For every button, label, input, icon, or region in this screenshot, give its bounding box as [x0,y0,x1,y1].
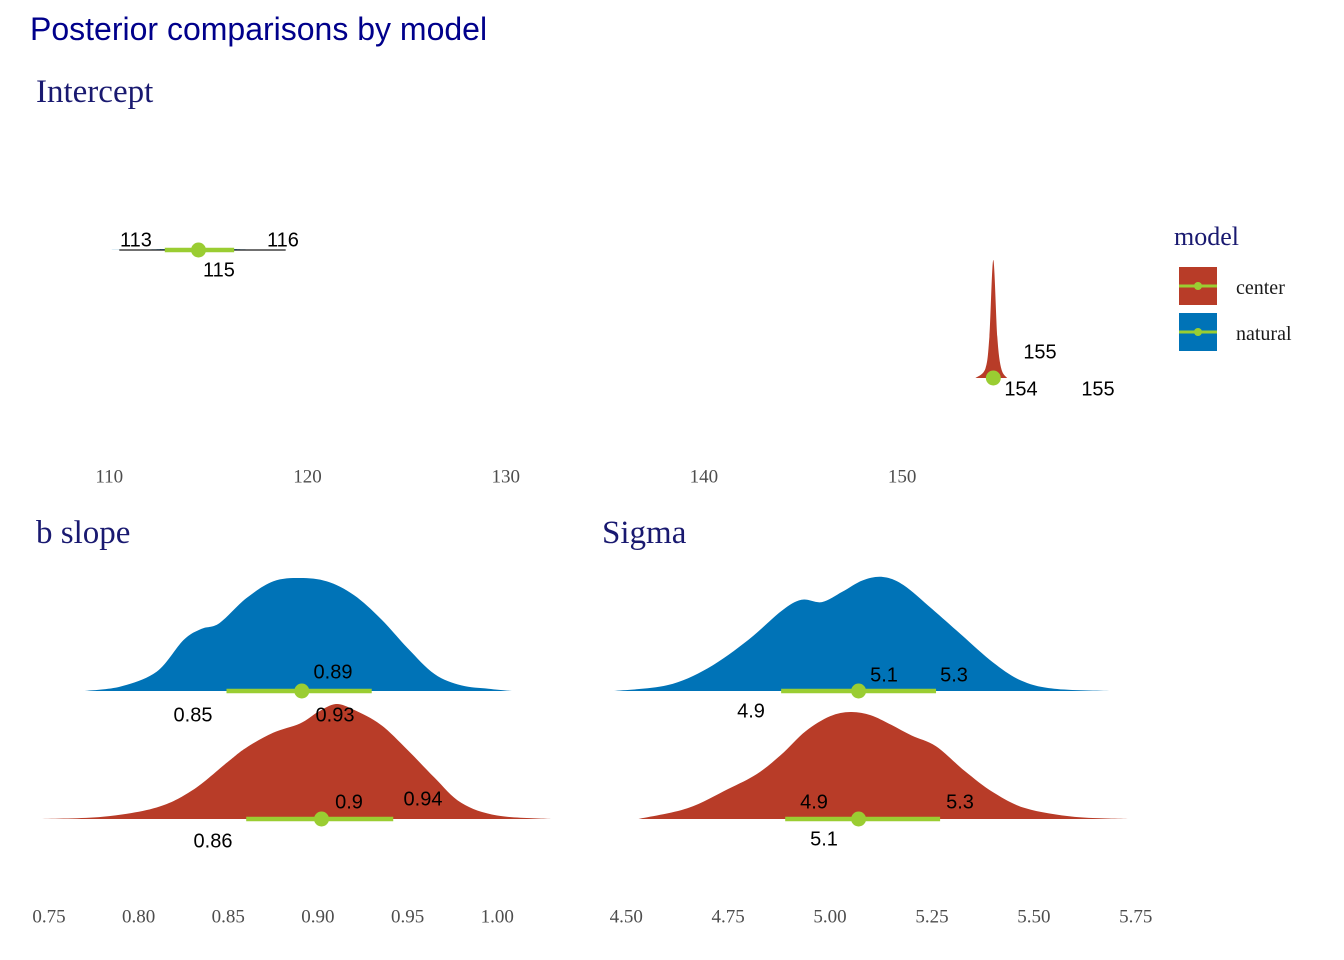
intercept-x-tick-label: 140 [690,466,719,487]
b-slope-density-natural [84,578,512,691]
b-slope-label-upper-center: 0.94 [404,788,443,810]
sigma-density-natural [614,576,1112,691]
b-slope-estimate-point-natural [294,683,310,699]
b-slope-label-lower-natural: 0.85 [174,704,213,726]
sigma-label-lower-center: 4.9 [800,791,828,813]
sigma-estimate-point-natural [851,683,867,699]
sigma-x-tick-label: 5.25 [915,906,948,927]
sigma-estimate-point-center [851,811,867,827]
sigma-x-tick-label: 4.75 [712,906,745,927]
main-title: Posterior comparisons by model [30,11,487,47]
intercept-label-estimate-natural: 115 [203,259,235,281]
sigma-label-upper-natural: 5.3 [940,664,968,686]
intercept-x-tick-label: 130 [491,466,520,487]
intercept-estimate-point-natural [190,242,206,258]
b-slope-x-tick-label: 0.80 [122,906,155,927]
sigma-label-estimate-center: 5.1 [810,828,838,850]
b-slope-x-tick-label: 0.90 [301,906,334,927]
sigma-label-lower-natural: 4.9 [737,700,765,722]
intercept-x-tick-label: 120 [293,466,322,487]
sigma-x-tick-label: 5.50 [1017,906,1050,927]
b-slope-label-lower-center: 0.86 [194,830,233,852]
b-slope-x-tick-label: 0.95 [391,906,424,927]
sigma-x-tick-label: 5.00 [813,906,846,927]
panel-title-b-slope: b slope [36,515,130,551]
intercept-x-tick-label: 150 [888,466,917,487]
legend-item-center: center [1179,267,1285,305]
sigma-label-upper-center: 5.3 [946,791,974,813]
b-slope-label-estimate-center: 0.9 [335,791,363,813]
legend: model center natural [1174,222,1292,351]
legend-title: model [1174,222,1239,251]
intercept-estimate-point-center [985,370,1001,386]
panel-sigma: Sigma 4.9 5.3 5.1 4.9 5.3 5.1 4.50 4.75 5.00 5.25… [602,515,1152,927]
b-slope-label-upper-natural: 0.93 [316,704,355,726]
intercept-label-upper-center: 155 [1081,378,1114,400]
intercept-label-lower-natural: 113 [120,229,152,251]
intercept-density-center [975,260,1008,378]
panel-b-slope: b slope 0.85 0.93 0.89 0.86 0.94 0.9 0.75 0.80 0… [32,515,551,927]
b-slope-estimate-point-center [314,811,330,827]
b-slope-label-estimate-natural: 0.89 [314,661,353,683]
b-slope-x-tick-label: 0.85 [212,906,245,927]
b-slope-x-tick-label: 0.75 [32,906,65,927]
b-slope-x-tick-label: 1.00 [481,906,514,927]
legend-key-point-center [1194,282,1202,290]
sigma-x-tick-label: 4.50 [610,906,643,927]
panel-intercept: Intercept 113 116 115 154 155 155 110 120 130 140… [36,74,1115,487]
sigma-label-estimate-natural: 5.1 [870,664,898,686]
panel-title-sigma: Sigma [602,515,687,551]
intercept-label-upper-natural: 116 [267,229,299,251]
legend-item-natural: natural [1179,313,1292,351]
b-slope-density-center [40,703,551,819]
intercept-label-lower-center: 154 [1004,378,1037,400]
legend-label-natural: natural [1236,323,1292,345]
legend-key-point-natural [1194,328,1202,336]
panel-title-intercept: Intercept [36,74,153,110]
intercept-label-estimate-center: 155 [1023,341,1056,363]
intercept-x-tick-label: 110 [95,466,123,487]
sigma-x-tick-label: 5.75 [1119,906,1152,927]
legend-label-center: center [1236,277,1285,299]
sigma-density-center [638,711,1128,819]
